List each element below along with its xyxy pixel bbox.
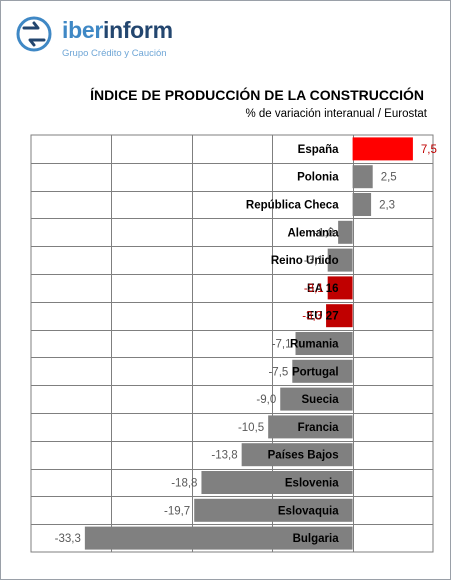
value-label: -7,5 [268, 366, 288, 378]
category-label: EA 16 [307, 283, 339, 295]
value-label: -7,1 [272, 339, 292, 351]
brand-name: iberinform [62, 17, 173, 44]
value-label: 2,3 [379, 200, 395, 212]
category-label: Suecia [302, 394, 340, 406]
category-label: Bulgaria [293, 533, 340, 545]
bar [352, 193, 372, 216]
category-label: Alemania [287, 227, 339, 239]
category-label: República Checa [246, 200, 339, 212]
value-label: -19,7 [164, 505, 190, 517]
brand-name-part2: inform [102, 17, 173, 43]
category-label: Francia [298, 422, 340, 434]
brand-name-part1: iber [62, 17, 103, 43]
bar [327, 248, 353, 272]
value-label: -3,3 [302, 311, 322, 323]
bar [84, 526, 353, 550]
category-label: Portugal [292, 366, 339, 378]
value-label: -9,0 [256, 394, 276, 406]
bar [292, 359, 353, 383]
category-label: Eslovaquia [278, 505, 339, 517]
value-label: -13,8 [211, 450, 237, 462]
value-label: -33,3 [55, 533, 81, 545]
chart-subtitle: % de variación interanual / Eurostat [245, 108, 427, 120]
value-label: 7,5 [421, 144, 437, 156]
value-label: -18,8 [171, 478, 197, 490]
value-label: -10,5 [238, 422, 264, 434]
bar [201, 471, 353, 494]
bar [338, 220, 353, 244]
bar [295, 332, 353, 355]
bar [352, 137, 413, 161]
category-label: España [298, 144, 340, 156]
category-label: Polonia [297, 172, 339, 184]
logo [16, 16, 52, 52]
category-label: Reino Unido [271, 255, 339, 267]
bar [268, 415, 353, 439]
bar [326, 304, 353, 328]
bar [194, 498, 353, 522]
value-label: -3,1 [304, 283, 324, 295]
category-label: Países Bajos [268, 450, 339, 462]
bar [327, 276, 353, 300]
category-label: Rumania [290, 339, 339, 351]
category-label: EU 27 [307, 311, 339, 323]
chart-title: ÍNDICE DE PRODUCCIÓN DE LA CONSTRUCCIÓN [90, 87, 424, 103]
logo-icon [16, 16, 52, 52]
value-label: -1,8 [314, 227, 334, 239]
bar [280, 387, 353, 411]
value-label: -3,1 [304, 255, 324, 267]
bar [241, 443, 353, 467]
category-label: Eslovenia [285, 478, 339, 490]
bar [352, 165, 373, 189]
value-label: 2,5 [381, 172, 397, 184]
brand-tagline: Grupo Crédito y Caución [62, 48, 167, 59]
